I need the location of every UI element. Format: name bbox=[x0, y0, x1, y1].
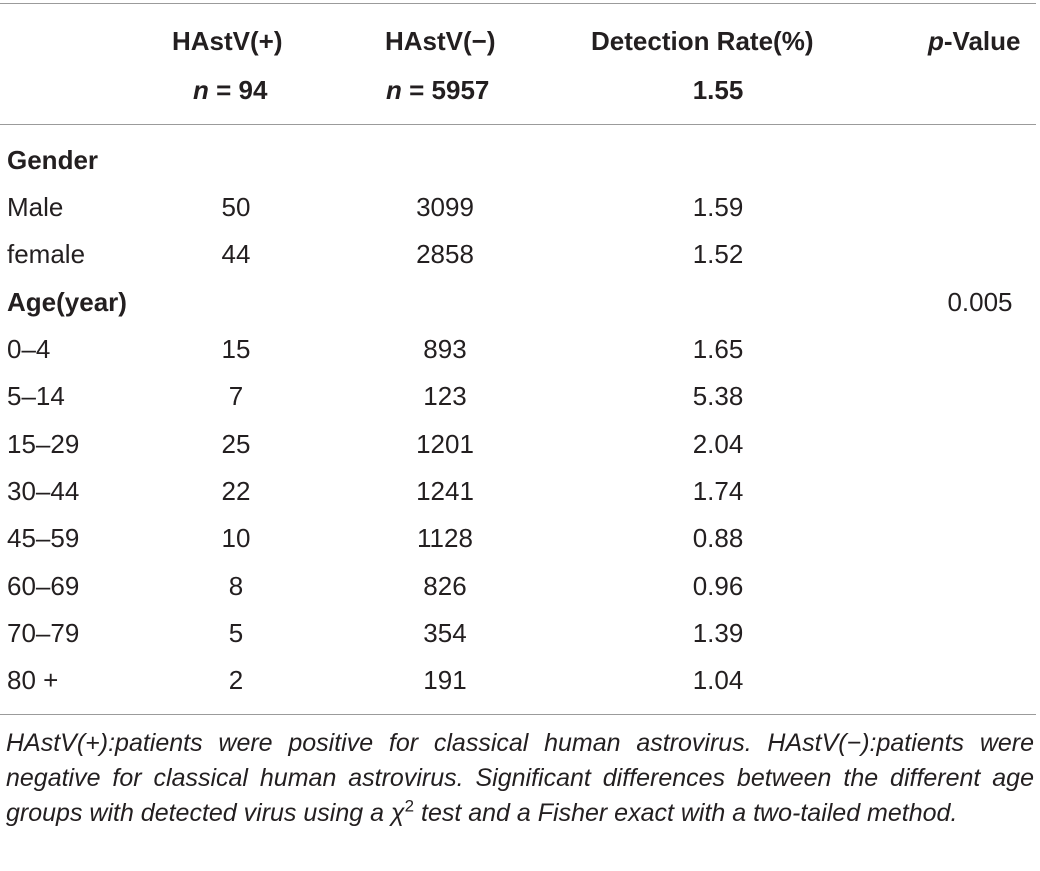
row-label: 15–29 bbox=[7, 429, 80, 459]
cell-detection-rate: 1.52 bbox=[692, 239, 744, 269]
cell-positive: 15 bbox=[221, 334, 251, 364]
cell-negative: 893 bbox=[423, 334, 467, 364]
cell-negative: 826 bbox=[423, 571, 467, 601]
cell-negative: 3099 bbox=[416, 192, 474, 222]
header-hastv-pos: HAstV(+) bbox=[172, 26, 283, 56]
cell-negative: 354 bbox=[423, 618, 467, 648]
header-hastv-pos-title: HAstV(+) bbox=[172, 26, 283, 56]
cell-positive: 50 bbox=[221, 192, 251, 222]
row-label: 80 + bbox=[7, 665, 59, 695]
table-row: 45–59 10 1128 0.88 bbox=[0, 518, 1036, 558]
row-label: 5–14 bbox=[7, 381, 65, 411]
header-rule bbox=[0, 124, 1036, 125]
header-hastv-neg: HAstV(−) bbox=[385, 26, 496, 56]
footnote-text-before: HAstV(+):patients were positive for clas… bbox=[6, 729, 1034, 827]
header-detection-rate-title: Detection Rate(%) bbox=[591, 26, 814, 56]
row-label: 0–4 bbox=[7, 334, 51, 364]
header-detection-rate-value-text: 1.55 bbox=[692, 75, 744, 105]
cell-positive: 25 bbox=[221, 429, 251, 459]
cell-detection-rate: 1.59 bbox=[692, 192, 744, 222]
cell-negative: 1128 bbox=[417, 523, 473, 553]
row-label: Male bbox=[7, 192, 64, 222]
section-row-gender: Gender bbox=[0, 140, 1036, 180]
cell-positive: 8 bbox=[228, 571, 244, 601]
cell-negative: 191 bbox=[423, 665, 467, 695]
header-hastv-pos-n-label: n bbox=[193, 75, 209, 105]
table-row: female 44 2858 1.52 bbox=[0, 234, 1036, 274]
cell-detection-rate: 0.96 bbox=[692, 571, 744, 601]
section-label: Age(year) bbox=[7, 287, 127, 317]
header-p-value-italic: p bbox=[928, 26, 944, 56]
cell-detection-rate: 5.38 bbox=[692, 381, 744, 411]
cell-positive: 44 bbox=[221, 239, 251, 269]
cell-detection-rate: 1.04 bbox=[692, 665, 744, 695]
footnote-superscript: 2 bbox=[404, 796, 415, 816]
top-rule bbox=[0, 3, 1036, 4]
cell-positive: 5 bbox=[228, 618, 244, 648]
footnote-text-after: test and a Fisher exact with a two-taile… bbox=[414, 799, 958, 827]
cell-negative: 123 bbox=[423, 381, 467, 411]
table-row: 70–79 5 354 1.39 bbox=[0, 613, 1036, 653]
row-label: female bbox=[7, 239, 86, 269]
row-label: 70–79 bbox=[7, 618, 80, 648]
cell-positive: 10 bbox=[221, 523, 251, 553]
header-hastv-neg-n-label: n bbox=[386, 75, 402, 105]
table-row: 15–29 25 1201 2.04 bbox=[0, 424, 1036, 464]
header-hastv-pos-n-value: = 94 bbox=[216, 75, 268, 105]
header-detection-rate-value: 1.55 bbox=[658, 75, 778, 105]
header-hastv-neg-title: HAstV(−) bbox=[385, 26, 496, 56]
cell-negative: 2858 bbox=[416, 239, 474, 269]
header-p-value: p-Value bbox=[928, 26, 1020, 56]
header-detection-rate: Detection Rate(%) bbox=[591, 26, 813, 56]
row-label: 60–69 bbox=[7, 571, 80, 601]
cell-negative: 1241 bbox=[416, 476, 474, 506]
header-hastv-neg-n: n = 5957 bbox=[386, 75, 489, 105]
cell-positive: 7 bbox=[228, 381, 244, 411]
table-row: 30–44 22 1241 1.74 bbox=[0, 471, 1036, 511]
cell-detection-rate: 2.04 bbox=[692, 429, 744, 459]
table-footnote: HAstV(+):patients were positive for clas… bbox=[6, 726, 1034, 831]
row-label: 45–59 bbox=[7, 523, 80, 553]
table-row: 80 + 2 191 1.04 bbox=[0, 660, 1036, 700]
table-row: 0–4 15 893 1.65 bbox=[0, 329, 1036, 369]
section-p-value: 0.005 bbox=[947, 287, 1013, 317]
cell-negative: 1201 bbox=[416, 429, 474, 459]
cell-positive: 22 bbox=[221, 476, 251, 506]
table-row: 60–69 8 826 0.96 bbox=[0, 566, 1036, 606]
cell-positive: 2 bbox=[228, 665, 244, 695]
cell-detection-rate: 1.39 bbox=[692, 618, 744, 648]
header-p-value-rest: -Value bbox=[943, 26, 1021, 56]
bottom-rule bbox=[0, 714, 1036, 715]
header-hastv-pos-n: n = 94 bbox=[193, 75, 267, 105]
cell-detection-rate: 1.65 bbox=[692, 334, 744, 364]
table-row: Male 50 3099 1.59 bbox=[0, 187, 1036, 227]
header-hastv-neg-n-value: = 5957 bbox=[409, 75, 490, 105]
section-label: Gender bbox=[7, 145, 99, 175]
row-label: 30–44 bbox=[7, 476, 80, 506]
cell-detection-rate: 1.74 bbox=[692, 476, 744, 506]
section-row-age: Age(year) 0.005 bbox=[0, 282, 1036, 322]
cell-detection-rate: 0.88 bbox=[692, 523, 744, 553]
table-row: 5–14 7 123 5.38 bbox=[0, 376, 1036, 416]
